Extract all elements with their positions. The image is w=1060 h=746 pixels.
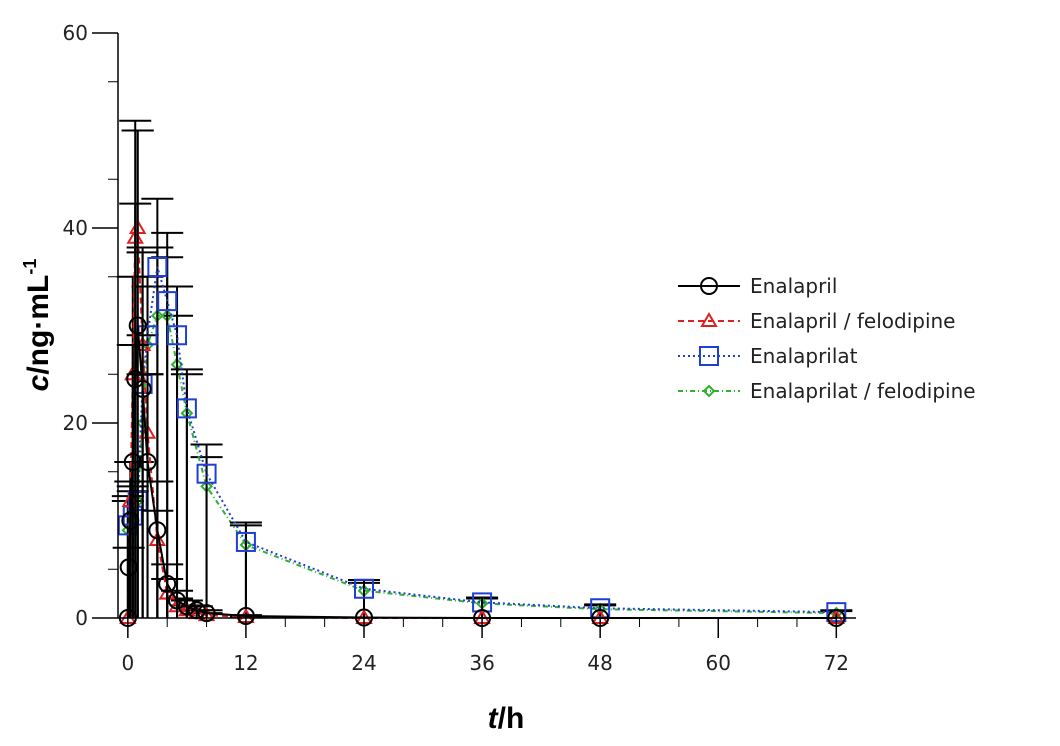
x-tick-label: 0 xyxy=(121,651,134,675)
data-point xyxy=(168,591,187,610)
legend-item: Enalapril xyxy=(678,274,837,298)
y-axis-title-unit: /ng·mL xyxy=(22,275,55,375)
x-tick-label: 36 xyxy=(469,651,494,675)
data-point xyxy=(176,398,197,419)
legend-marker xyxy=(699,346,719,366)
legend-marker xyxy=(700,312,718,327)
axes: 0 20 40 60 0 12 24 36 48 60 72 xyxy=(63,21,856,675)
x-tick-label: 60 xyxy=(706,651,731,675)
data-point xyxy=(157,291,178,312)
data-point xyxy=(147,257,168,277)
data-point xyxy=(138,453,157,471)
data-point xyxy=(158,574,177,593)
legend-label: Enalaprilat / felodipine xyxy=(750,379,976,403)
legend-label: Enalapril xyxy=(750,274,837,298)
y-tick-label: 60 xyxy=(63,21,88,45)
legend-item: Enalapril / felodipine xyxy=(678,309,956,333)
legend-marker xyxy=(700,277,718,295)
y-axis-title-superscript: -1 xyxy=(20,259,40,275)
data-point xyxy=(123,453,142,471)
legend-item: Enalaprilat / felodipine xyxy=(678,379,976,403)
legend-label: Enalapril / felodipine xyxy=(750,309,956,333)
data-point xyxy=(196,463,217,484)
x-axis-title-variable: t xyxy=(488,702,500,735)
y-tick-label: 0 xyxy=(75,606,88,630)
data-point xyxy=(148,521,167,540)
y-axis-title: c/ng·mL-1 xyxy=(20,259,55,392)
legend-label: Enalaprilat xyxy=(750,344,858,368)
x-tick-label: 24 xyxy=(351,651,376,675)
data-point xyxy=(119,558,138,577)
data-point xyxy=(354,578,374,599)
legend-marker xyxy=(702,384,716,398)
x-axis-title-unit: /h xyxy=(498,702,525,735)
data-point xyxy=(121,511,140,530)
x-tick-label: 12 xyxy=(233,651,258,675)
x-axis-title: t/h xyxy=(488,702,525,735)
y-tick-label: 20 xyxy=(63,411,88,435)
legend: Enalapril Enalapril / felodipine Enalapril… xyxy=(678,274,976,403)
data-point xyxy=(235,531,256,552)
data-point xyxy=(167,325,188,346)
data-point xyxy=(133,379,152,398)
x-tick-label: 48 xyxy=(587,651,612,675)
x-tick-label: 72 xyxy=(824,651,849,675)
legend-item: Enalaprilat xyxy=(678,344,858,368)
y-tick-label: 40 xyxy=(63,216,88,240)
data-point xyxy=(128,316,147,335)
y-axis-title-variable: c xyxy=(22,374,55,391)
data-point xyxy=(177,597,196,616)
